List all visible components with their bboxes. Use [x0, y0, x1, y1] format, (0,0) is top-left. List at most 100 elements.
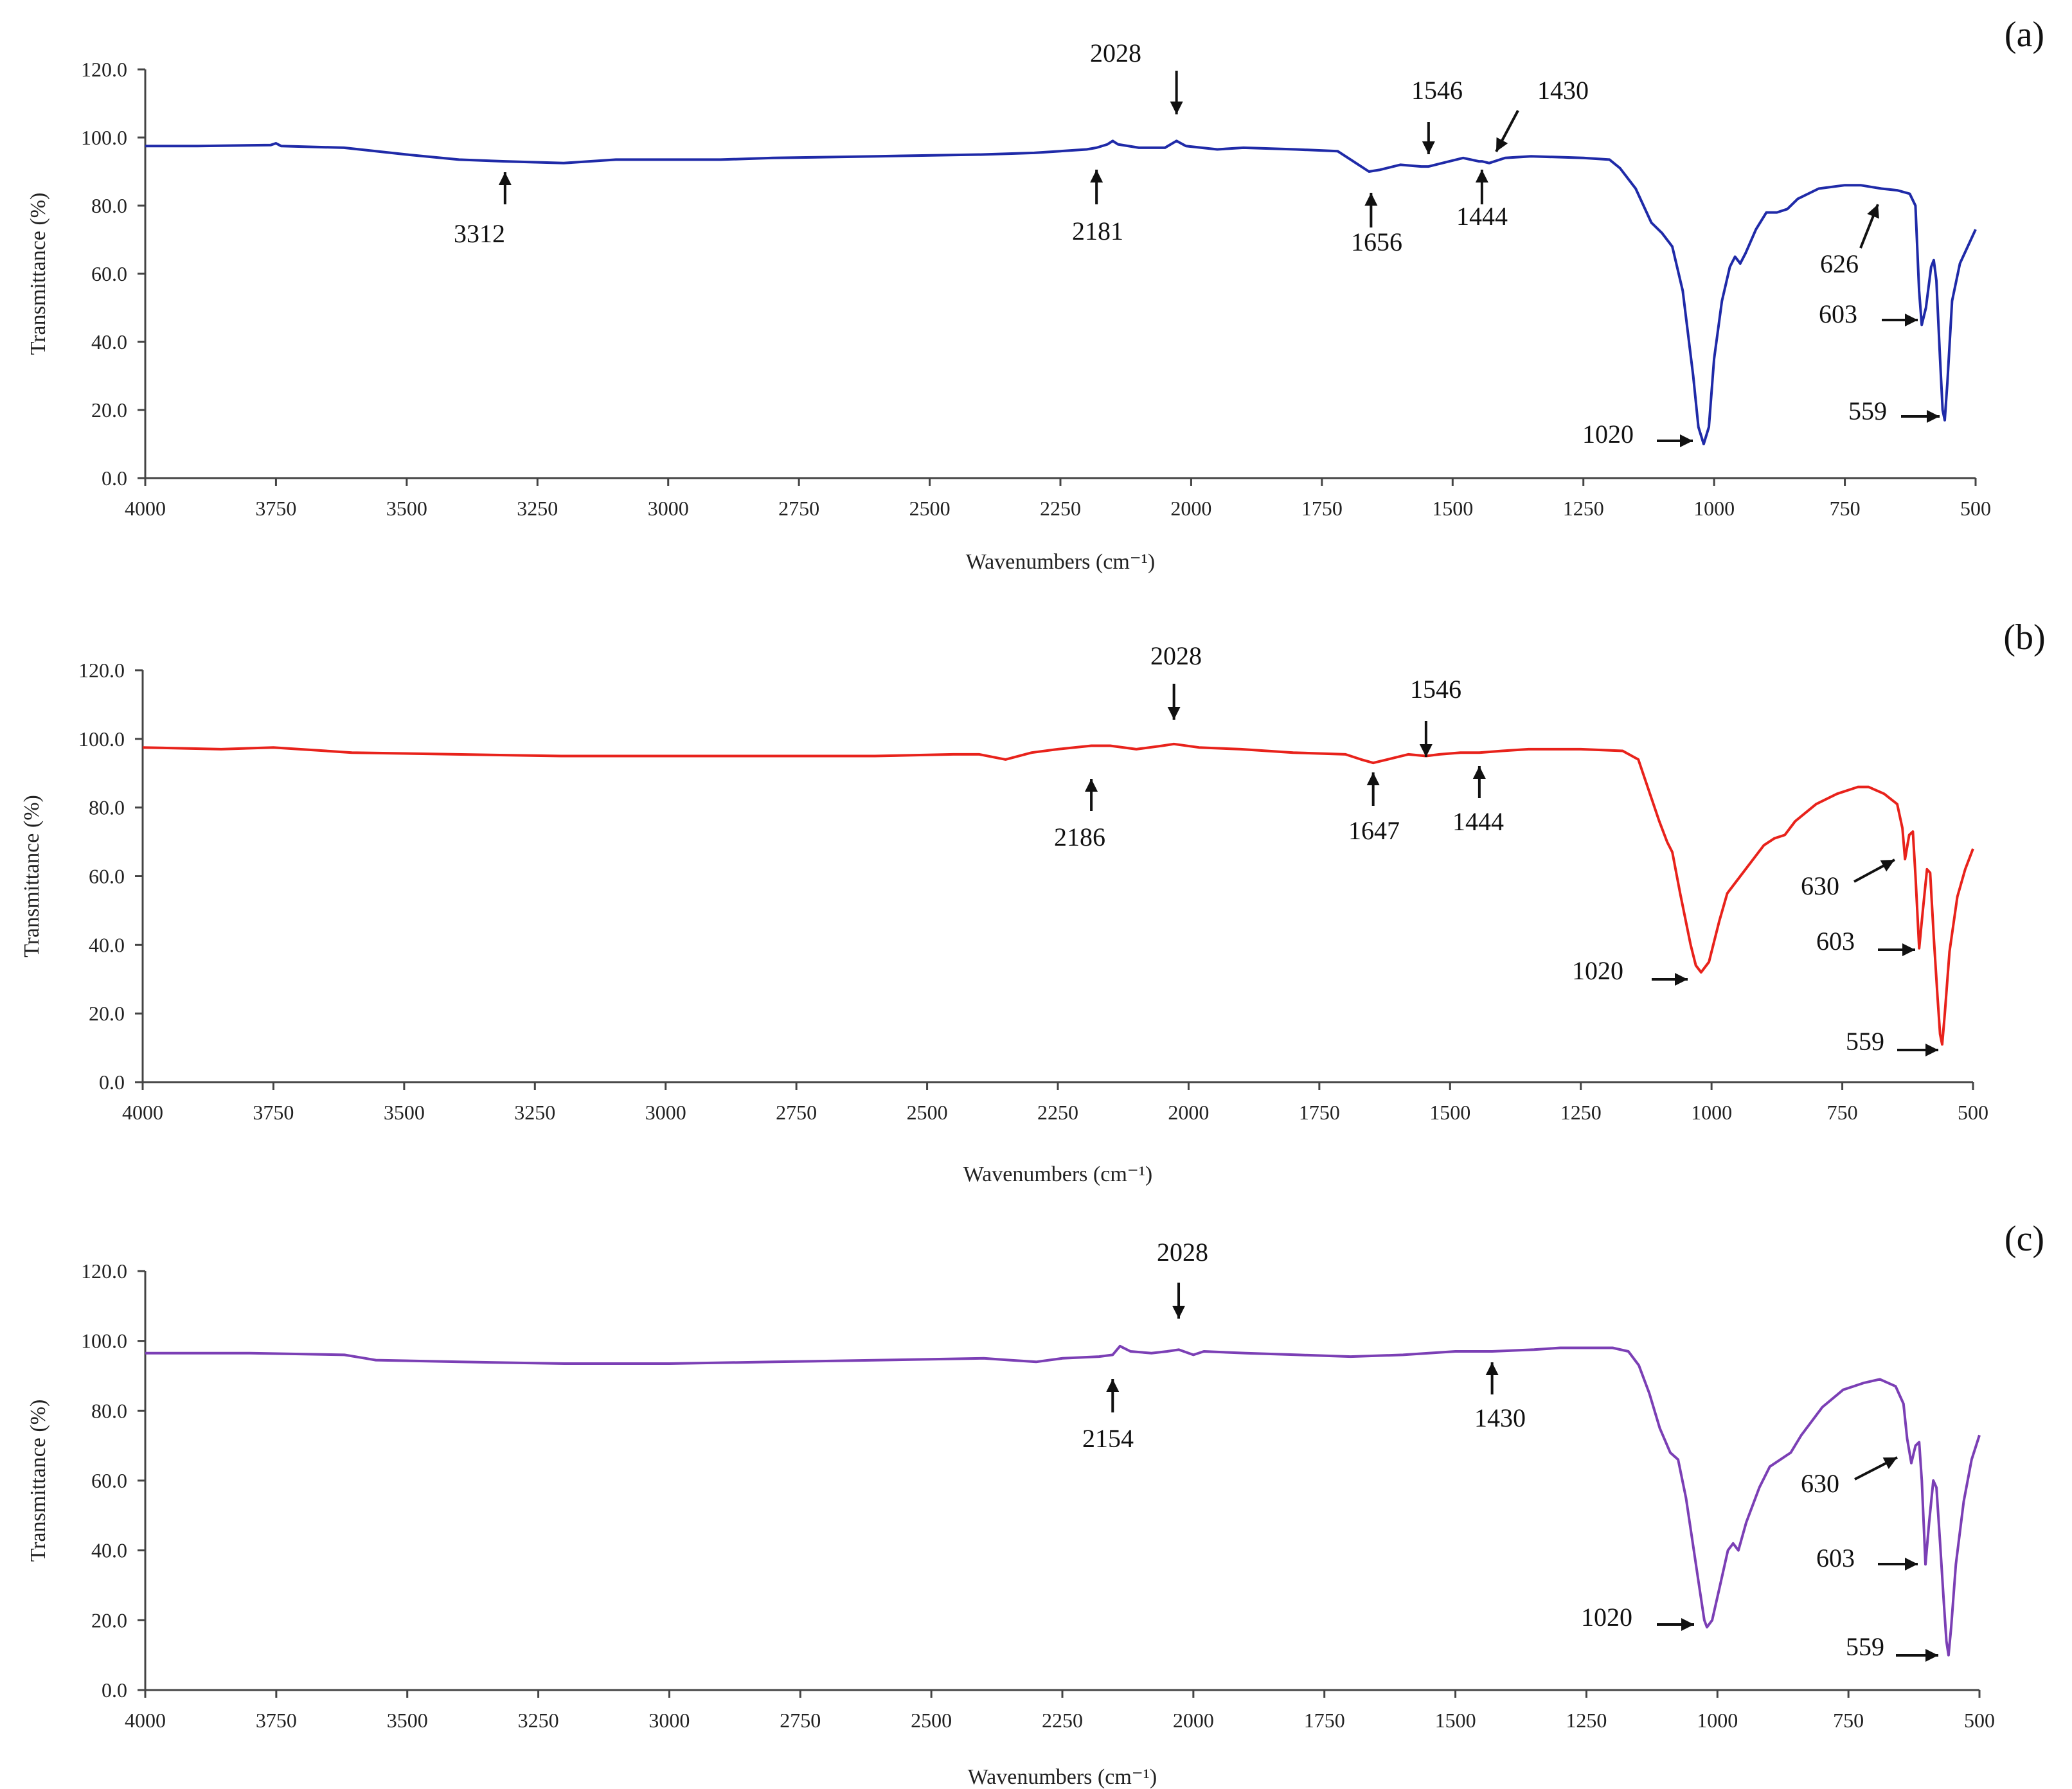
peak-label-1020: 1020: [1582, 420, 1634, 449]
spectrum-line-a: [145, 139, 1977, 445]
y-tick-label: 80.0: [89, 796, 125, 819]
peak-label-1020: 1020: [1581, 1603, 1632, 1632]
x-tick-label: 3500: [384, 1101, 425, 1124]
peak-label-603: 603: [1819, 299, 1857, 328]
peak-arrow-1020-head: [1681, 1618, 1694, 1631]
x-tick-label: 2250: [1037, 1101, 1078, 1124]
peak-label-1546: 1546: [1410, 675, 1461, 704]
peak-arrow-630: [1854, 1456, 1898, 1481]
x-tick-label: 3250: [517, 497, 558, 520]
y-tick-label: 20.0: [89, 1002, 125, 1025]
peak-arrow-1444: [1475, 170, 1488, 204]
peak-arrow-559-head: [1925, 1649, 1938, 1662]
peak-label-2028: 2028: [1150, 641, 1202, 670]
panel-label: (b): [2003, 618, 2045, 657]
peak-arrow-2028-head: [1167, 707, 1181, 720]
x-tick-label: 4000: [125, 497, 166, 520]
x-tick-label: 750: [1827, 1101, 1858, 1124]
x-tick-label: 2000: [1170, 497, 1211, 520]
x-tick-label: 3000: [648, 1709, 690, 1732]
x-tick-label: 1250: [1566, 1709, 1607, 1732]
peak-arrow-1546-head: [1422, 141, 1435, 154]
peak-arrow-559: [1896, 1649, 1938, 1662]
peak-arrow-2028: [1167, 684, 1181, 720]
x-tick-label: 1500: [1435, 1709, 1476, 1732]
x-tick-label: 3500: [386, 497, 427, 520]
x-tick-label: 4000: [122, 1101, 163, 1124]
peak-arrow-603-head: [1902, 943, 1915, 956]
chart-panel-c: 0.0 20.0 40.0 60.0 80.0 100.0 120.0 4000 3750 350…: [26, 1219, 2044, 1789]
spectrum-line-c: [145, 1344, 1981, 1657]
x-axis-title: Wavenumbers (cm⁻¹): [968, 1765, 1157, 1789]
peak-label-1546: 1546: [1411, 76, 1463, 105]
x-tick-label: 1750: [1304, 1709, 1345, 1732]
x-tick-label: 500: [1958, 1101, 1988, 1124]
x-tick-label: 3250: [514, 1101, 555, 1124]
peak-label-2154: 2154: [1082, 1424, 1134, 1453]
peak-arrow-603: [1878, 943, 1915, 956]
y-tick-label: 0.0: [99, 1071, 125, 1094]
peak-arrow-1444-head: [1472, 766, 1486, 779]
chart-panel-b: 0.0 20.0 40.0 60.0 80.0 100.0 120.0 4000 3750 350…: [20, 618, 2046, 1186]
peak-label-1020: 1020: [1572, 956, 1623, 985]
peak-arrow-603-head: [1905, 1558, 1918, 1571]
peak-arrow-1444: [1472, 766, 1486, 798]
x-tick-label: 1250: [1563, 497, 1604, 520]
peak-arrow-559-head: [1927, 410, 1940, 423]
y-axis-title: Transmittance (%): [20, 795, 44, 957]
peak-label-1430: 1430: [1474, 1403, 1526, 1432]
peak-label-1444: 1444: [1456, 202, 1508, 231]
x-tick-label: 2250: [1042, 1709, 1083, 1732]
peak-arrow-1020: [1657, 1618, 1694, 1631]
x-tick-label: 3500: [387, 1709, 428, 1732]
peak-arrow-1430: [1495, 110, 1519, 152]
y-axis-title: Transmittance (%): [26, 193, 50, 355]
peak-label-559: 559: [1846, 1632, 1884, 1661]
peak-label-603: 603: [1816, 1544, 1855, 1572]
peak-arrow-2181: [1090, 170, 1103, 204]
peak-label-1430: 1430: [1537, 76, 1589, 105]
peak-label-1656: 1656: [1351, 227, 1402, 256]
x-tick-label: 2000: [1168, 1101, 1209, 1124]
x-tick-label: 500: [1960, 497, 1991, 520]
chart-panel-a: 0.0 20.0 40.0 60.0 80.0 100.0 120.0 4000 3750 350…: [26, 15, 2044, 574]
x-tick-label: 2750: [776, 1101, 817, 1124]
peak-arrow-1546: [1422, 122, 1435, 154]
peak-arrow-1647: [1366, 772, 1380, 806]
peak-arrow-559: [1901, 410, 1940, 423]
peak-arrow-3312: [498, 172, 512, 204]
x-tick-label: 3750: [255, 497, 296, 520]
peak-arrow-603: [1878, 1558, 1918, 1571]
x-tick-label: 1000: [1697, 1709, 1738, 1732]
x-tick-label: 1500: [1432, 497, 1473, 520]
panel-label: (a): [2005, 15, 2044, 55]
peak-label-2181: 2181: [1072, 217, 1123, 245]
x-tick-label: 2000: [1173, 1709, 1214, 1732]
y-tick-label: 60.0: [89, 865, 125, 888]
y-tick-label: 40.0: [89, 933, 125, 956]
y-tick-label: 20.0: [91, 1608, 127, 1632]
peak-arrow-1656: [1364, 193, 1378, 227]
x-tick-label: 3000: [645, 1101, 686, 1124]
peak-label-2028: 2028: [1157, 1238, 1208, 1267]
peak-arrow-1020-head: [1675, 973, 1688, 986]
peak-arrow-630-head: [1882, 1457, 1897, 1470]
peak-arrow-2028: [1170, 71, 1183, 114]
peak-arrow-1430-head: [1485, 1362, 1499, 1375]
peak-arrow-2186: [1085, 779, 1098, 811]
x-tick-label: 1000: [1693, 497, 1735, 520]
peak-arrow-559: [1897, 1044, 1938, 1056]
x-axis-title: Wavenumbers (cm⁻¹): [963, 1162, 1152, 1186]
x-tick-label: 4000: [125, 1709, 166, 1732]
peak-label-2028: 2028: [1090, 39, 1141, 67]
peak-arrow-2028-head: [1172, 1306, 1186, 1319]
peak-label-1444: 1444: [1452, 807, 1504, 836]
x-tick-label: 1000: [1691, 1101, 1732, 1124]
y-tick-label: 100.0: [81, 1330, 127, 1353]
y-tick-label: 40.0: [91, 1539, 127, 1562]
peak-arrow-2154: [1106, 1379, 1120, 1412]
peak-arrow-1647-head: [1366, 772, 1380, 785]
y-tick-label: 60.0: [91, 1469, 127, 1492]
y-tick-label: 120.0: [81, 58, 127, 81]
